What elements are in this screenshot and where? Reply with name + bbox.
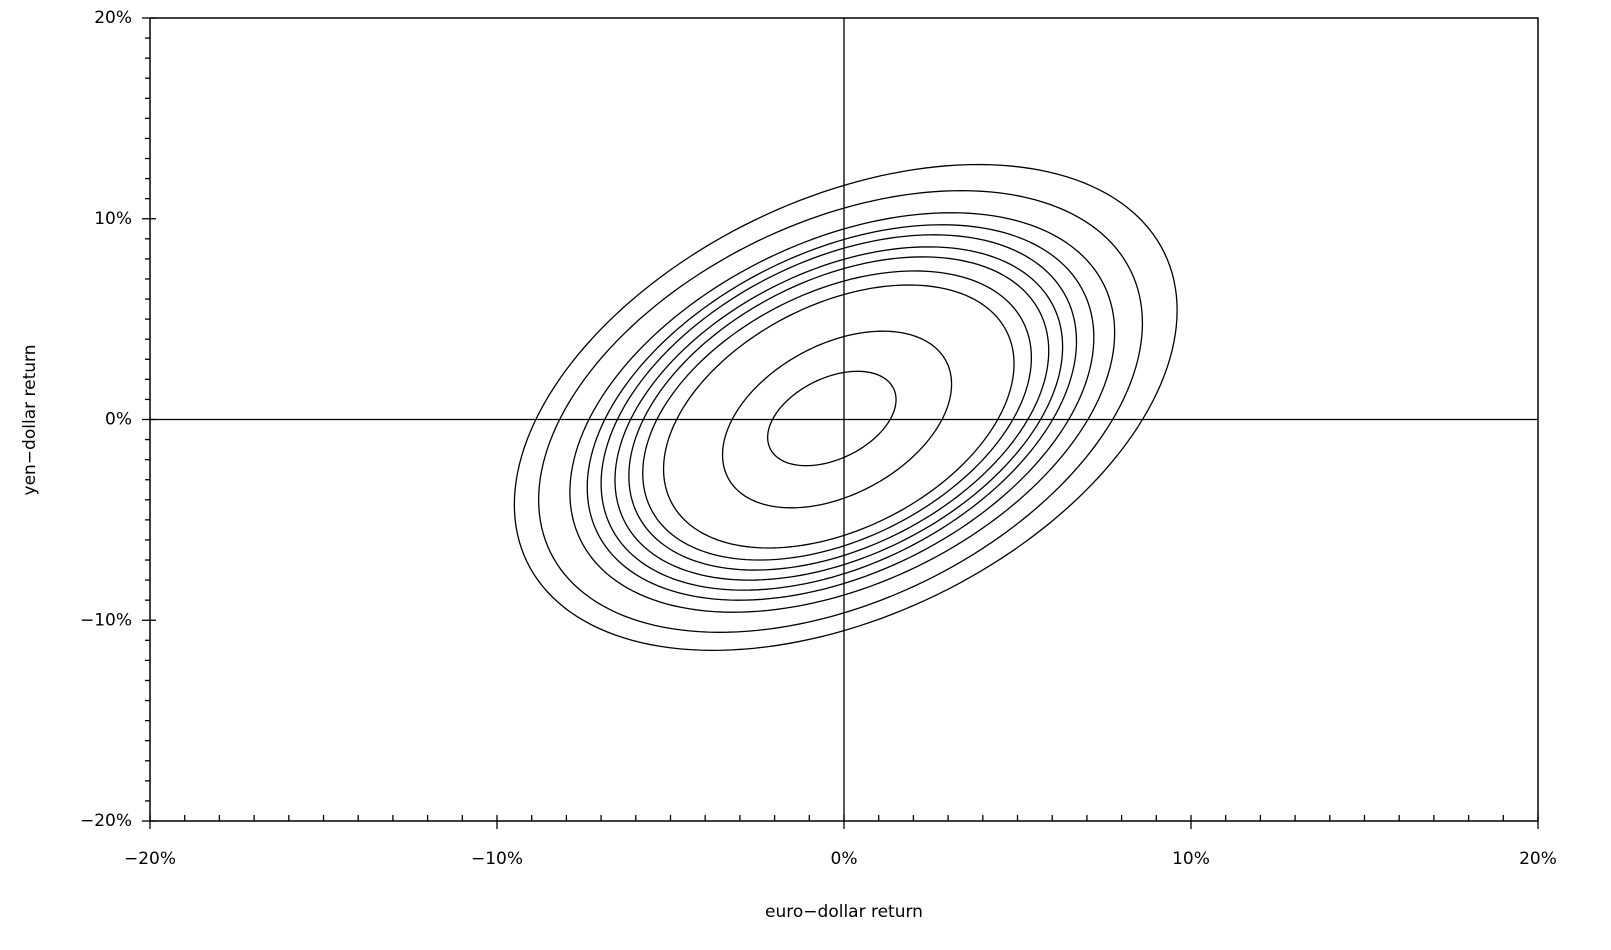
contour — [614, 246, 1064, 581]
contour — [586, 224, 1095, 601]
x-tick-label: −20% — [124, 849, 176, 869]
x-tick-label: 20% — [1519, 849, 1557, 869]
contour — [513, 163, 1178, 652]
y-tick-label: 0% — [105, 410, 132, 430]
y-axis-title: yen−dollar return — [20, 345, 40, 496]
contour — [569, 212, 1116, 613]
y-tick-label: −10% — [80, 610, 132, 630]
x-tick-label: 0% — [831, 849, 858, 869]
y-tick-label: 10% — [94, 209, 132, 229]
x-tick-label: 10% — [1172, 849, 1210, 869]
contour — [642, 270, 1033, 561]
contour — [662, 284, 1015, 549]
y-tick-label: −20% — [80, 811, 132, 831]
contour — [600, 234, 1078, 591]
x-axis-title: euro−dollar return — [765, 902, 923, 922]
contour — [537, 189, 1144, 633]
contour — [767, 370, 897, 467]
contour — [721, 330, 953, 509]
contour — [628, 256, 1050, 571]
y-tick-label: 20% — [94, 8, 132, 28]
x-tick-label: −10% — [471, 849, 523, 869]
